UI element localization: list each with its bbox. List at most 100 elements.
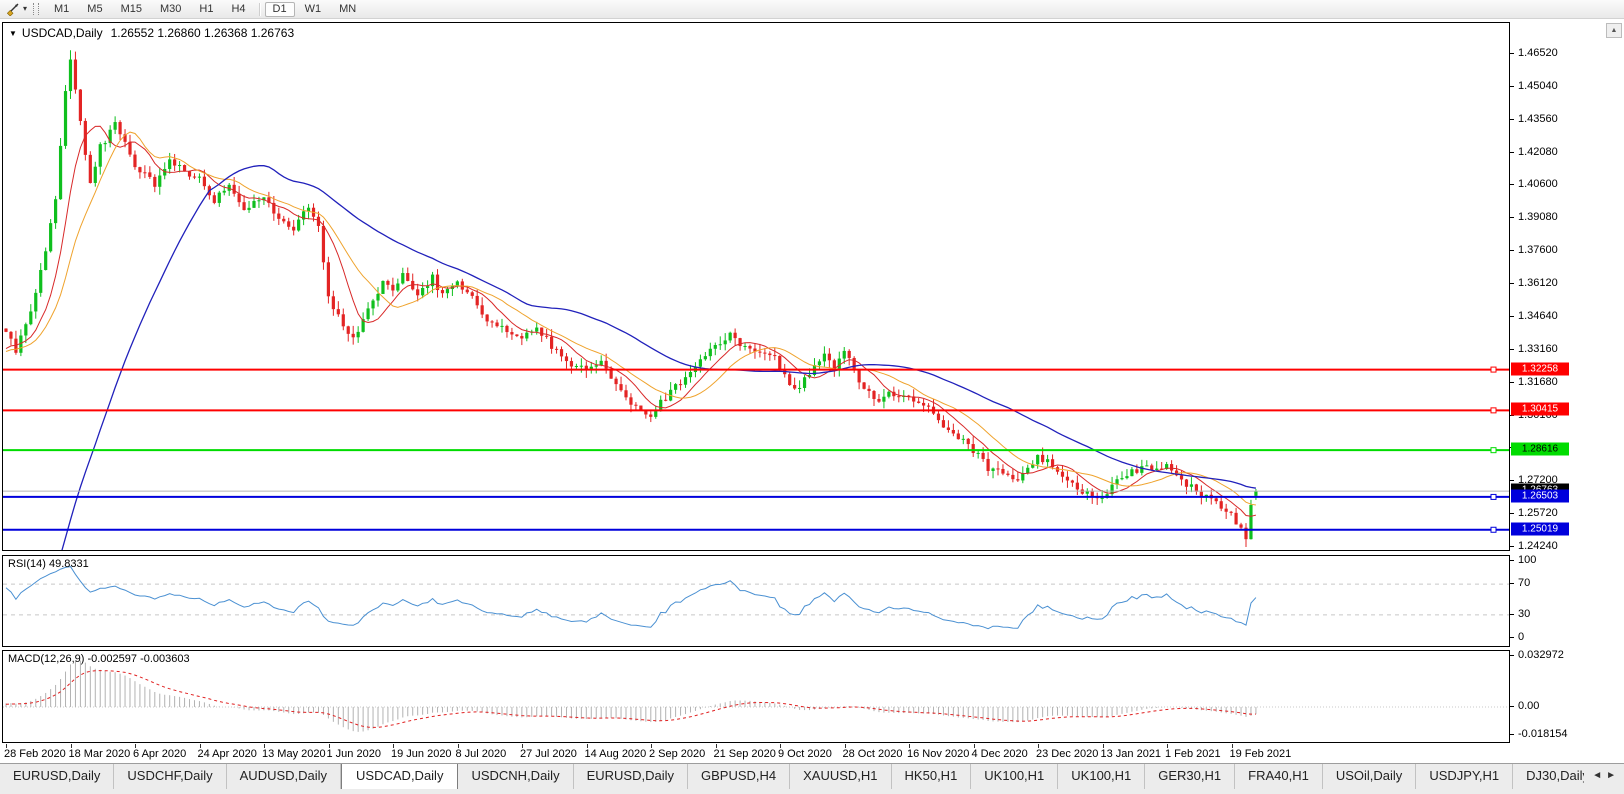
hline-price-badge[interactable]: 1.26503	[1511, 489, 1569, 503]
chart-tab-usdchf-daily[interactable]: USDCHF,Daily	[114, 764, 227, 789]
chart-ohlc-values: 1.26552 1.26860 1.26368 1.26763	[110, 26, 295, 40]
time-tick-label: 1 Jun 2020	[326, 748, 381, 760]
hline-price-badge[interactable]: 1.30415	[1511, 402, 1569, 416]
time-axis[interactable]: 28 Feb 2020 18 Mar 2020 6 Apr 2020 24 Apr 2…	[0, 743, 1624, 762]
chart-tab-uk100-h1[interactable]: UK100,H1	[971, 764, 1059, 789]
timeframe-button-h1[interactable]: H1	[199, 2, 214, 15]
price-pane[interactable]: ▼ USDCAD,Daily 1.26552 1.26860 1.26368 1.2…	[2, 22, 1510, 551]
time-tick-label: 6 Apr 2020	[133, 748, 187, 760]
time-tick-label: 23 Dec 2020	[1036, 748, 1099, 760]
time-tick	[135, 744, 136, 748]
chart-tab-eurusd-daily[interactable]: EURUSD,Daily	[574, 764, 688, 789]
rsi-canvas[interactable]	[3, 556, 1509, 646]
time-tick-label: 27 Jul 2020	[520, 748, 577, 760]
chart-tab-ger30-h1[interactable]: GER30,H1	[1145, 764, 1236, 789]
chart-tab-audusd-daily[interactable]: AUDUSD,Daily	[227, 764, 342, 789]
timeframe-button-w1[interactable]: W1	[304, 2, 322, 15]
price-tick	[1510, 546, 1514, 547]
crosshair-tool-icon[interactable]	[3, 2, 23, 16]
timeframe-buttons: M1 M5 M15 M30 H1 H4 D1 W1 MN	[45, 0, 365, 18]
time-tick-label: 13 Jan 2021	[1100, 748, 1162, 760]
time-tick	[1231, 744, 1233, 748]
time-tick	[1038, 744, 1039, 748]
time-tick	[1102, 744, 1104, 748]
chart-tab-gbpusd-h4[interactable]: GBPUSD,H4	[688, 764, 791, 789]
tabs-scroll-right-icon[interactable]: ►	[1606, 770, 1620, 781]
macd-axis[interactable]: 0.032972 0.00 -0.018154	[1510, 649, 1624, 743]
dropdown-caret-icon[interactable]: ▾	[23, 4, 28, 13]
timeframe-button-m5[interactable]: M5	[87, 2, 103, 15]
hline-price-badge[interactable]: 1.32258	[1511, 362, 1569, 376]
price-tick	[1510, 381, 1514, 383]
chart-tabs: EURUSD,Daily USDCHF,Daily AUDUSD,Daily USDC…	[0, 764, 1584, 789]
time-tick-label: 1 Feb 2021	[1165, 748, 1221, 760]
chart-tab-dj30-daily[interactable]: DJ30,Daily	[1513, 764, 1584, 789]
rsi-tick	[1510, 637, 1514, 638]
price-tick-label: 1.33160	[1518, 342, 1558, 355]
rsi-tick	[1510, 583, 1514, 585]
macd-label: MACD(12,26,9) -0.002597 -0.003603	[8, 653, 190, 665]
time-tick	[6, 744, 7, 748]
time-tick	[715, 744, 717, 748]
chart-tab-uk100-h1[interactable]: UK100,H1	[1058, 764, 1146, 789]
time-tick-label: 19 Feb 2021	[1229, 748, 1292, 760]
hline-price-badge[interactable]: 1.28616	[1511, 442, 1569, 456]
price-tick-label: 1.34640	[1518, 309, 1558, 322]
chart-tab-eurusd-daily[interactable]: EURUSD,Daily	[0, 764, 115, 789]
macd-tick-label: 0.032972	[1518, 649, 1564, 661]
rsi-axis[interactable]: 100 70 30 0	[1510, 554, 1624, 647]
price-axis[interactable]: 1.46520 1.45040 1.43560 1.42080 1.40600 1.390…	[1510, 22, 1624, 552]
time-tick	[973, 744, 975, 748]
price-tick	[1510, 513, 1514, 515]
time-tick-label: 9 Oct 2020	[778, 748, 832, 760]
time-tick	[328, 744, 330, 748]
time-tick	[1167, 744, 1168, 748]
chart-tab-usdjpy-h1[interactable]: USDJPY,H1	[1416, 764, 1514, 789]
rsi-pane[interactable]: RSI(14) 49.8331	[2, 555, 1510, 647]
rsi-tick-label: 70	[1518, 577, 1531, 590]
chart-tab-usoil-daily[interactable]: USOil,Daily	[1323, 764, 1417, 789]
price-tick-label: 1.27200	[1518, 474, 1558, 487]
timeframe-button-m1[interactable]: M1	[54, 2, 70, 15]
title-collapse-icon[interactable]: ▼	[9, 29, 17, 38]
time-tick-label: 28 Oct 2020	[842, 748, 903, 760]
price-chart-canvas[interactable]	[3, 23, 1509, 550]
timeframe-button-m30[interactable]: M30	[159, 2, 182, 15]
timeframe-button-d1[interactable]: D1	[264, 1, 295, 17]
chart-tab-fra40-h1[interactable]: FRA40,H1	[1235, 764, 1323, 789]
price-tick-label: 1.43560	[1518, 112, 1558, 125]
price-tick-label: 1.36120	[1518, 277, 1558, 290]
macd-canvas[interactable]	[3, 651, 1509, 742]
chart-tab-usdcad-daily[interactable]: USDCAD,Daily	[341, 764, 459, 789]
scroll-up-button[interactable]: ▲	[1606, 23, 1622, 38]
price-tick-label: 1.40600	[1518, 178, 1558, 191]
macd-pane[interactable]: MACD(12,26,9) -0.002597 -0.003603	[2, 650, 1510, 743]
timeframe-button-h4[interactable]: H4	[231, 2, 246, 15]
macd-tick	[1510, 705, 1514, 707]
price-tick	[1510, 217, 1514, 219]
price-tick	[1510, 283, 1514, 285]
hline-price-badge[interactable]: 1.25019	[1511, 522, 1569, 536]
time-tick-label: 24 Apr 2020	[197, 748, 257, 760]
price-tick-label: 1.42080	[1518, 145, 1558, 158]
time-tick	[586, 744, 588, 748]
chart-tab-hk50-h1[interactable]: HK50,H1	[892, 764, 972, 789]
chart-tab-bar: EURUSD,Daily USDCHF,Daily AUDUSD,Daily USDC…	[0, 763, 1624, 794]
time-tick-label: 8 Jul 2020	[455, 748, 507, 760]
toolbar-grip[interactable]	[33, 3, 40, 15]
price-tick-label: 1.37600	[1518, 244, 1558, 257]
chart-symbol-period: USDCAD,Daily	[21, 26, 103, 40]
tabs-scroll-left-icon[interactable]: ◄	[1592, 770, 1607, 781]
price-tick	[1510, 151, 1514, 153]
time-tick	[393, 744, 394, 748]
chart-tab-xauusd-h1[interactable]: XAUUSD,H1	[790, 764, 892, 789]
timeframe-button-m15[interactable]: M15	[120, 2, 142, 15]
macd-tick	[1510, 655, 1514, 656]
rsi-tick-label: 100	[1518, 554, 1537, 566]
toolbar: ▾ M1 M5 M15 M30 H1 H4 D1 W1 MN	[0, 0, 1624, 19]
chart-tab-usdcnh-daily[interactable]: USDCNH,Daily	[458, 764, 574, 789]
price-tick	[1510, 348, 1514, 350]
time-tick-label: 21 Sep 2020	[713, 748, 776, 760]
timeframe-button-mn[interactable]: MN	[339, 2, 357, 15]
